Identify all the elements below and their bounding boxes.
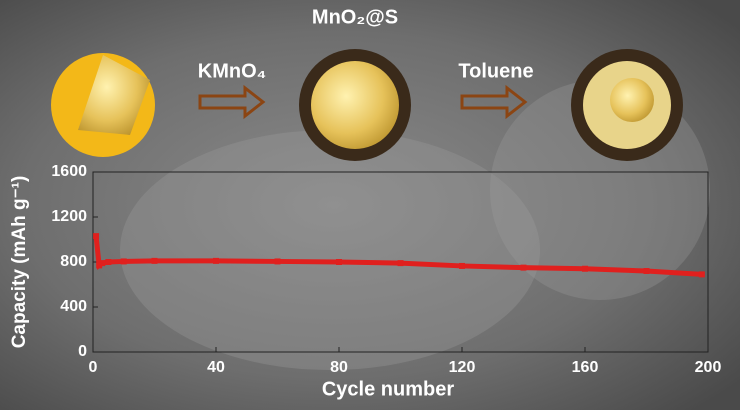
data-point bbox=[643, 268, 650, 274]
data-point bbox=[120, 258, 127, 265]
x-tick-label: 40 bbox=[207, 359, 225, 376]
data-point bbox=[698, 271, 705, 278]
data-point bbox=[520, 264, 527, 271]
data-point bbox=[213, 257, 219, 264]
data-point bbox=[274, 258, 281, 265]
sem-texture bbox=[120, 130, 540, 370]
x-tick-label: 200 bbox=[695, 359, 722, 376]
y-tick-label: 400 bbox=[60, 298, 87, 315]
data-point bbox=[99, 260, 106, 267]
y-tick-label: 1600 bbox=[51, 163, 87, 180]
data-point bbox=[397, 260, 404, 267]
sphere-cut bbox=[78, 55, 150, 135]
data-point bbox=[93, 233, 100, 240]
schematic bbox=[51, 49, 683, 161]
sulfur-core bbox=[311, 61, 399, 149]
arrow bbox=[198, 84, 266, 120]
data-point bbox=[105, 259, 112, 265]
x-tick-label: 160 bbox=[572, 359, 599, 376]
y-tick-label: 0 bbox=[78, 343, 87, 360]
x-axis-title: Cycle number bbox=[322, 378, 454, 400]
yolk bbox=[610, 78, 654, 122]
y-axis-title: Capacity (mAh g⁻¹) bbox=[9, 176, 30, 349]
y-tick-label: 800 bbox=[60, 253, 87, 270]
annotation: MnO₂@S bbox=[312, 6, 398, 28]
arrow bbox=[460, 84, 528, 120]
x-tick-label: 80 bbox=[330, 359, 348, 376]
x-tick-label: 120 bbox=[449, 359, 476, 376]
data-point bbox=[459, 262, 465, 269]
x-tick-label: 0 bbox=[89, 359, 98, 376]
y-tick-label: 1200 bbox=[51, 208, 87, 225]
data-point bbox=[96, 262, 103, 269]
annotation: Toluene bbox=[458, 60, 533, 82]
annotation: KMnO₄ bbox=[198, 60, 266, 82]
data-point bbox=[151, 257, 158, 264]
data-point bbox=[582, 265, 588, 272]
data-point bbox=[336, 259, 342, 265]
